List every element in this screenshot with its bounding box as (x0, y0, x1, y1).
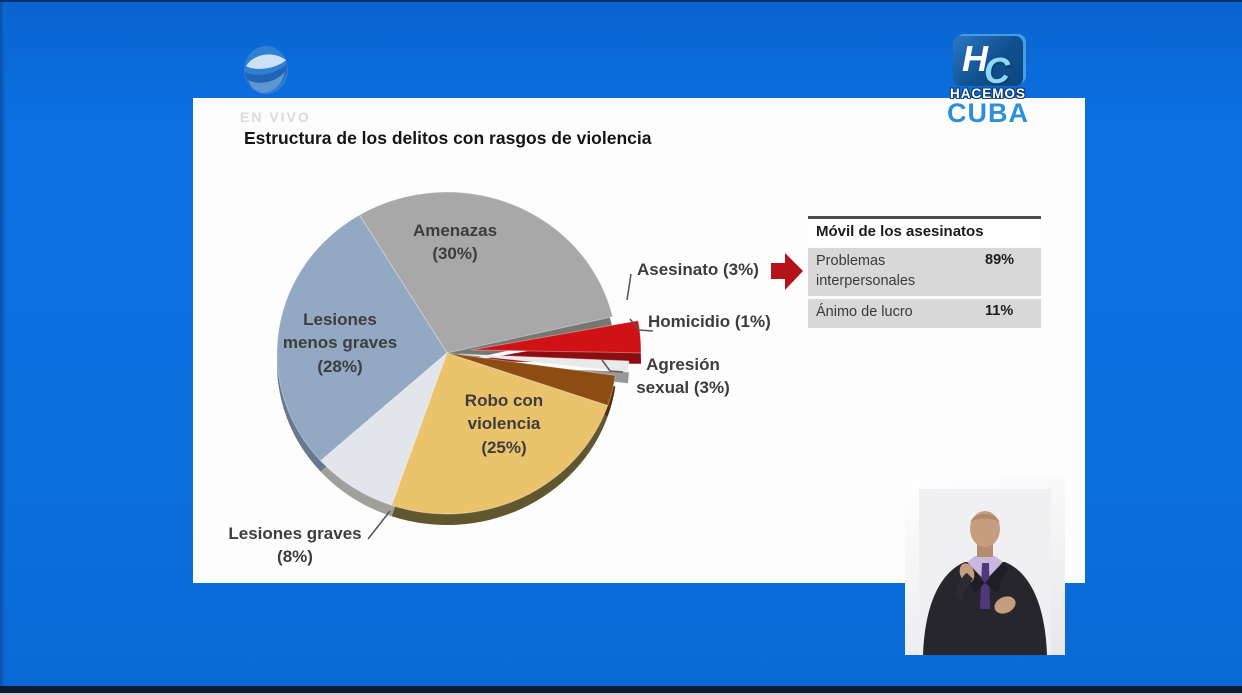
pie-slice-amenazas (358, 191, 614, 354)
sign-language-interpreter-box (905, 477, 1065, 655)
table-row: Ánimo de lucro 11% (808, 299, 1041, 328)
label-homicidio: Homicidio (1%) (648, 312, 771, 331)
red-arrow-icon (771, 253, 803, 290)
leader-homicidio (629, 318, 654, 332)
pie-slice-lesiones-graves (319, 351, 449, 506)
hc-logo-cuba: CUBA (947, 98, 1029, 128)
asesinatos-table: Móvil de los asesinatos Problemas interp… (808, 216, 1041, 328)
hacemos-cuba-logo: H C HACEMOS CUBA (936, 34, 1040, 134)
head (970, 511, 1000, 547)
sign-language-interpreter (919, 489, 1051, 655)
leader-lesiones-graves (367, 510, 391, 540)
en-vivo-watermark: EN VIVO (240, 109, 311, 125)
neck (977, 543, 993, 557)
leader-agresion-sexual (601, 359, 624, 373)
leader-lines (367, 273, 654, 540)
hc-letter-h: H (962, 38, 988, 79)
label-lesiones-menos-graves: Lesiones menos graves (28%) (282, 310, 398, 376)
label-asesinato: Asesinato (3%) (637, 260, 759, 279)
leader-asesinato (626, 273, 632, 301)
table-row-value: 11% (985, 303, 1014, 320)
hair (970, 514, 1000, 523)
bottom-navy-bar (0, 686, 1242, 693)
pie-slice-lesiones-menos-graves (276, 214, 448, 462)
channel-sphere-logo (244, 46, 288, 94)
sleeve-left (955, 573, 973, 601)
pie-slice-homicidio (458, 353, 630, 373)
hc-logo-square: H C (953, 36, 1023, 91)
pie-chart (276, 191, 654, 540)
top-frame-line (0, 0, 1242, 2)
pie-slice-asesinato (470, 320, 642, 354)
label-lesiones-graves: Lesiones graves (8%) (228, 524, 362, 567)
tie (980, 563, 990, 609)
pie-slice-robo-con-violencia (391, 352, 609, 515)
label-amenazas: Amenazas (30%) (412, 221, 498, 264)
table-row-label: Ánimo de lucro (816, 304, 913, 321)
label-robo-con-violencia: Robo con violencia (25%) (464, 391, 544, 457)
hand-right (994, 596, 1016, 614)
presentation-slide: EN VIVO Estructura de los delitos con ra… (193, 98, 1085, 583)
red-arrow-shape (771, 253, 803, 290)
table-row: Problemas interpersonales 89% (808, 248, 1041, 297)
pie-slices (276, 191, 642, 515)
asesinatos-table-title: Móvil de los asesinatos (808, 219, 1041, 245)
hc-letter-c: C (984, 50, 1010, 91)
bottom-gray-strip (0, 693, 1242, 695)
chart-title: Estructura de los delitos con rasgos de … (244, 128, 652, 148)
hc-logo-hacemos: HACEMOS (949, 86, 1026, 101)
pie-slice-agresi-n-sexual (446, 352, 616, 407)
table-row-label: Problemas interpersonales (816, 253, 916, 289)
lapel-right (985, 562, 1007, 593)
table-row-value: 89% (985, 252, 1015, 268)
label-agresion-sexual: Agresión sexual (3%) (636, 355, 730, 398)
